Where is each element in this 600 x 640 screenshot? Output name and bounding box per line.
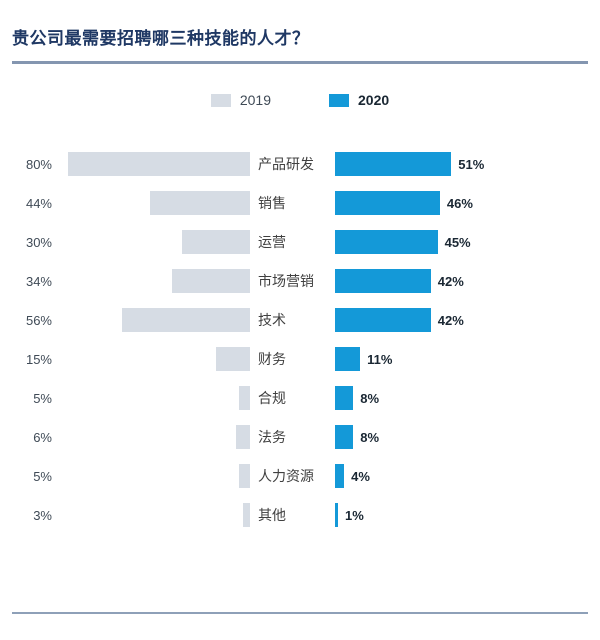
category-label: 其他 [258,507,286,523]
bar-zone-2019 [60,269,250,293]
legend-swatch-2020 [329,93,349,107]
category-label: 财务 [258,351,286,367]
value-label-2019: 5% [33,468,52,484]
bar-2019 [236,425,250,449]
top-divider [12,61,588,64]
bar-2020 [335,386,354,410]
bar-zone-2020: 8% [335,386,588,410]
bar-zone-2019 [60,191,250,215]
bar-zone-2020: 42% [335,308,588,332]
value-label-2020: 4% [351,468,370,484]
bar-2020 [335,191,440,215]
bar-zone-2020: 51% [335,152,588,176]
value-label-2020: 1% [345,507,364,523]
bar-2019 [215,347,250,371]
bar-zone-2019 [60,347,250,371]
bar-zone-2019 [60,152,250,176]
legend-swatch-2019 [210,93,231,107]
bar-zone-2019 [60,425,250,449]
bar-2019 [243,503,250,527]
diverging-bar-chart: 80% 产品研发 51% 44% 销售 46% 30% 运营 45% 34% 市场营销 42% 56% 技… [12,152,588,527]
bar-zone-2019 [60,386,250,410]
value-label-2019: 15% [25,351,52,367]
category-label: 产品研发 [258,156,314,172]
value-label-2020: 8% [360,390,380,406]
bar-2020 [335,308,431,332]
bar-2020 [335,503,338,527]
bar-zone-2020: 4% [335,464,588,488]
chart-row: 44% 销售 46% [12,191,588,215]
bar-2020 [335,269,431,293]
value-label-2020: 51% [458,156,485,172]
bar-zone-2020: 42% [335,269,588,293]
bar-zone-2020: 46% [335,191,588,215]
legend-label-2020: 2020 [358,92,390,108]
value-label-2019: 44% [25,195,52,211]
bar-zone-2019 [60,464,250,488]
bar-2020 [335,152,452,176]
category-label: 市场营销 [258,273,314,289]
category-label: 运营 [258,234,286,250]
category-label: 法务 [258,429,286,445]
bar-zone-2019 [60,230,250,254]
bar-zone-2020: 8% [335,425,588,449]
value-label-2020: 45% [444,234,471,250]
value-label-2019: 6% [33,429,52,445]
bar-2019 [149,191,250,215]
bar-zone-2020: 11% [335,347,588,371]
bar-zone-2020: 45% [335,230,588,254]
chart-row: 15% 财务 11% [12,347,588,371]
bar-zone-2020: 1% [335,503,588,527]
category-label: 销售 [258,195,286,211]
value-label-2020: 42% [437,273,464,289]
value-label-2020: 8% [360,429,380,445]
bar-2020 [335,464,345,488]
value-label-2019: 56% [25,312,52,328]
bar-2019 [238,464,250,488]
legend-item-2019: 2019 [210,92,271,108]
category-label: 技术 [258,312,286,328]
value-label-2019: 34% [25,273,52,289]
value-label-2019: 5% [33,390,52,406]
legend-label-2019: 2019 [239,92,271,108]
value-label-2020: 11% [367,351,393,367]
value-label-2020: 42% [437,312,464,328]
bar-2019 [238,386,250,410]
chart-row: 80% 产品研发 51% [12,152,588,176]
value-label-2019: 30% [25,234,52,250]
bar-2020 [335,230,438,254]
chart-row: 6% 法务 8% [12,425,588,449]
value-label-2019: 80% [25,156,52,172]
legend-item-2020: 2020 [329,92,389,108]
chart-row: 34% 市场营销 42% [12,269,588,293]
chart-row: 5% 合规 8% [12,386,588,410]
bar-2019 [172,269,250,293]
bar-zone-2019 [60,308,250,332]
chart-row: 56% 技术 42% [12,308,588,332]
bar-2019 [67,152,250,176]
bar-2020 [335,347,361,371]
chart-legend: 2019 2020 [12,92,588,108]
bar-2019 [181,230,250,254]
bar-2020 [335,425,354,449]
chart-row: 30% 运营 45% [12,230,588,254]
category-label: 合规 [258,390,286,406]
bar-2019 [122,308,250,332]
value-label-2019: 3% [33,507,52,523]
chart-row: 5% 人力资源 4% [12,464,588,488]
bottom-divider [12,612,588,614]
value-label-2020: 46% [446,195,473,211]
bar-zone-2019 [60,503,250,527]
category-label: 人力资源 [258,468,314,484]
page-title: 贵公司最需要招聘哪三种技能的人才？ [12,29,310,48]
chart-row: 3% 其他 1% [12,503,588,527]
